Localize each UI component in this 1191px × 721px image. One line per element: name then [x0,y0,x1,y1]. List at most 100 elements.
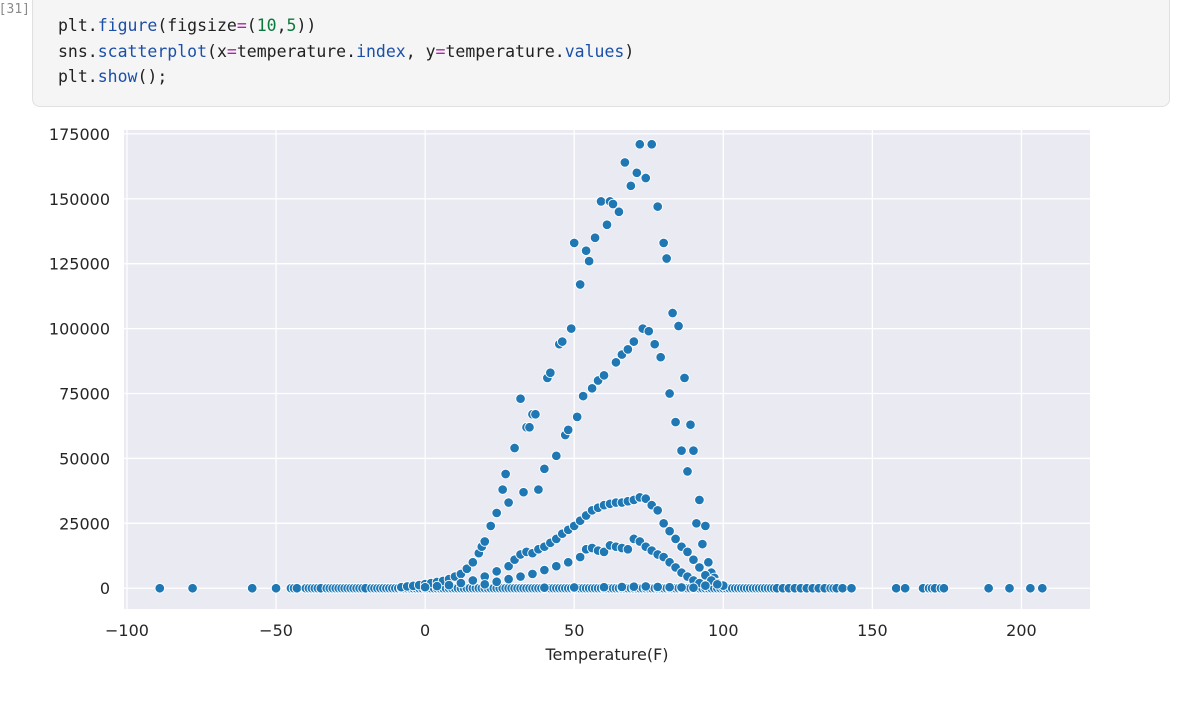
data-point [598,370,610,381]
y-tick-label: 125000 [49,255,110,274]
data-point [655,351,666,363]
data-point [652,505,663,516]
data-point [613,206,625,218]
data-point [545,367,556,378]
data-point [598,546,610,558]
data-point [491,507,502,519]
data-point [539,463,550,475]
code-token: sns. [58,41,98,61]
scatter-plot: −100 −50 0 50 100 150 200 0 25000 50000 75000 1000… [49,125,1090,664]
data-point [503,573,514,585]
code-line-2: sns.scatterplot(x=temperature.index, y=t… [58,39,1169,65]
data-point [694,562,705,573]
data-point [622,344,634,355]
cell-output: −100 −50 0 50 100 150 200 0 25000 50000 75000 1000… [0,118,1191,717]
data-point [539,582,550,593]
data-point [640,581,652,592]
data-point [694,494,705,506]
data-point [619,157,631,168]
data-point [565,323,577,334]
y-tick-labels: 0 25000 50000 75000 100000 125000 150000 175000 [49,125,110,598]
data-point [607,198,619,210]
data-point [518,486,529,498]
code-token: = [435,41,446,61]
code-token: index [356,41,406,61]
data-point [658,518,669,529]
code-token: 10 [256,16,277,35]
data-point [673,320,684,332]
data-point [574,279,586,290]
y-tick-label: 150000 [49,190,110,209]
data-point [246,582,258,594]
data-point [1004,582,1015,594]
data-point [601,219,613,231]
data-point [649,338,660,350]
data-point [1025,582,1036,594]
data-point [431,580,443,592]
x-tick-label: −100 [105,621,149,640]
data-point [515,571,526,582]
x-tick-labels: −100 −50 0 50 100 150 200 [105,621,1037,640]
code-token: scatterplot [97,41,208,61]
data-point [643,325,654,337]
y-tick-label: 100000 [49,320,110,339]
data-point [837,582,848,594]
data-points [154,139,1048,594]
code-token: ) [624,41,635,61]
data-point [682,466,693,477]
data-point [688,582,699,593]
y-tick-label: 25000 [59,514,110,533]
data-point [524,422,535,433]
x-tick-label: 150 [857,621,888,640]
data-point [616,581,628,593]
y-tick-label: 0 [100,579,110,598]
cell-prompt: [31]: [0,2,30,17]
data-point [503,497,514,508]
data-point [187,582,198,594]
data-point [491,576,502,587]
data-point [509,442,520,454]
data-point [551,560,562,572]
data-point [622,544,634,555]
data-point [661,253,672,264]
data-point [419,581,431,593]
data-point [625,180,637,192]
code-token: plt. [58,16,98,35]
data-point [443,579,455,591]
code-token: (); [137,67,168,86]
data-point [610,357,622,368]
data-point [658,237,669,249]
data-point [557,336,568,347]
data-point [628,581,640,592]
code-token: , y [405,41,436,61]
x-tick-label: 50 [564,621,584,640]
data-point [580,245,592,256]
data-point [646,139,657,150]
data-point [485,520,496,532]
data-point [551,450,562,462]
data-point [682,546,693,558]
data-point [467,575,479,586]
data-point [270,582,282,594]
code-token: show [97,67,138,86]
data-point [664,388,675,399]
data-point [670,416,681,428]
data-point [530,409,541,420]
data-point [568,237,580,249]
data-point [700,520,711,532]
data-point [595,196,607,207]
data-point [539,564,550,576]
code-token: values [564,41,625,61]
data-point [890,582,902,594]
data-point [291,582,303,594]
code-token: = [236,16,247,35]
code-line-3: plt.show(); [58,64,1169,90]
data-point [700,580,711,591]
data-point [1037,582,1048,594]
code-token: 5 [286,16,297,35]
data-point [533,484,544,495]
code-token: plt. [58,67,98,86]
data-point [479,579,491,590]
code-cell[interactable]: plt.figure(figsize=(10,5)) sns.scatterpl… [32,0,1170,107]
data-point [467,557,479,568]
